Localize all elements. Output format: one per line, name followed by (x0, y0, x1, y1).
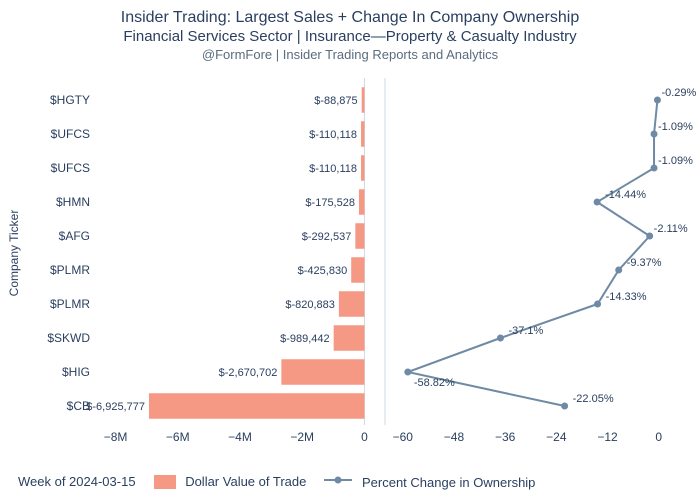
bar (149, 393, 364, 419)
pct-marker (651, 165, 658, 172)
ticker-label: $UFCS (51, 127, 90, 141)
title-source: @FormFore | Insider Trading Reports and … (0, 47, 700, 63)
x-tick-left: −6M (166, 430, 190, 444)
bar (359, 189, 364, 215)
legend-line: Percent Change in Ownership (324, 473, 535, 490)
ticker-label: $PLMR (50, 263, 90, 277)
pct-line (408, 100, 658, 406)
chart-footer: Week of 2024-03-15 Dollar Value of Trade… (18, 473, 682, 490)
bar-value-label: $-88,875 (314, 95, 357, 107)
title-main: Insider Trading: Largest Sales + Change … (0, 8, 700, 28)
bar-value-label: $-2,670,702 (219, 367, 278, 379)
ticker-label: $UFCS (51, 161, 90, 175)
ticker-label: $AFG (59, 229, 90, 243)
bar-value-label: $-6,925,777 (86, 401, 145, 413)
pct-value-label: -1.09% (658, 155, 693, 167)
pct-value-label: -37.1% (508, 325, 543, 337)
pct-marker (497, 335, 504, 342)
x-tick-right: −24 (546, 430, 567, 444)
ticker-label: $HMN (56, 195, 90, 209)
bar-value-label: $-425,830 (298, 265, 348, 277)
dual-panel-chart: Company Ticker $HGTY $-88,875 $UFCS $-110,11… (0, 63, 700, 458)
legend-line-swatch (324, 473, 352, 487)
pct-value-label: -0.29% (661, 87, 696, 99)
pct-value-label: -58.82% (414, 377, 455, 389)
pct-marker (646, 233, 653, 240)
chart-titles: Insider Trading: Largest Sales + Change … (0, 0, 700, 63)
ticker-label: $PLMR (50, 297, 90, 311)
pct-marker (404, 369, 411, 376)
pct-marker (594, 301, 601, 308)
bar-value-label: $-292,537 (302, 231, 352, 243)
bar (281, 359, 364, 385)
pct-value-label: -14.44% (605, 189, 646, 201)
y-axis-label: Company Ticker (7, 210, 21, 297)
legend-bar-swatch (154, 475, 176, 489)
bar-value-label: $-110,118 (309, 129, 357, 141)
title-sub: Financial Services Sector | Insurance—Pr… (0, 28, 700, 47)
bar (361, 121, 364, 147)
pct-marker (615, 267, 622, 274)
bar-value-label: $-175,528 (305, 197, 355, 209)
legend-line-label: Percent Change in Ownership (362, 475, 535, 490)
bar (334, 325, 365, 351)
bar (355, 223, 364, 249)
pct-marker (651, 131, 658, 138)
bar-value-label: $-110,118 (309, 163, 357, 175)
pct-value-label: -14.33% (606, 291, 647, 303)
pct-value-label: -9.37% (627, 257, 662, 269)
x-tick-right: −48 (444, 430, 465, 444)
bar-value-label: $-989,442 (280, 333, 330, 345)
bar (361, 155, 364, 181)
bar (339, 291, 365, 317)
x-tick-left: 0 (361, 430, 368, 444)
week-label: Week of 2024-03-15 (18, 474, 136, 489)
legend-bar: Dollar Value of Trade (154, 474, 307, 490)
x-tick-right: −60 (393, 430, 414, 444)
pct-marker (654, 97, 661, 104)
ticker-label: $HGTY (50, 93, 90, 107)
pct-value-label: -1.09% (658, 121, 693, 133)
x-tick-right: 0 (655, 430, 662, 444)
legend-bar-label: Dollar Value of Trade (185, 474, 306, 489)
pct-value-label: -2.11% (654, 223, 688, 235)
pct-marker (561, 403, 568, 410)
ticker-label: $SKWD (47, 331, 90, 345)
pct-marker (594, 199, 601, 206)
x-tick-left: −2M (290, 430, 314, 444)
x-tick-right: −36 (495, 430, 516, 444)
bar (351, 257, 364, 283)
x-tick-left: −4M (228, 430, 252, 444)
bar (362, 87, 365, 113)
ticker-label: $HIG (62, 365, 90, 379)
x-tick-right: −12 (597, 430, 618, 444)
x-tick-left: −8M (104, 430, 128, 444)
bar-value-label: $-820,883 (285, 299, 335, 311)
pct-value-label: -22.05% (573, 393, 614, 405)
